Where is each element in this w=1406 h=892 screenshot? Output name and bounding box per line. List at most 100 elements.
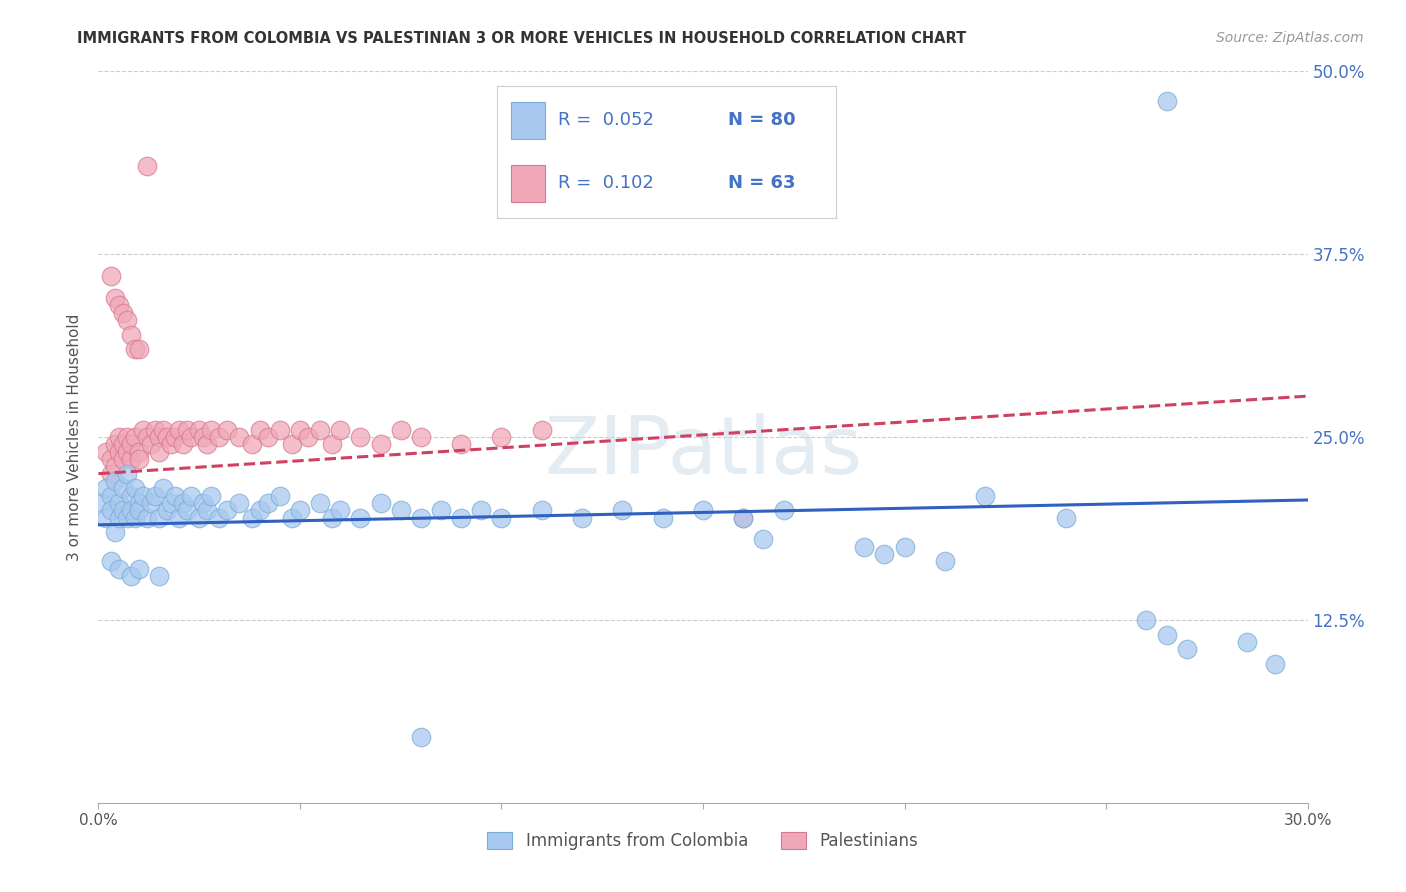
Point [1054,510,1077,524]
Point [100,452,122,467]
Point [1264,657,1286,671]
Point [370,496,392,510]
Point [195,437,218,451]
Point [120,327,142,342]
Point [163,489,186,503]
Point [530,503,553,517]
Point [470,503,492,517]
Point [450,510,472,524]
Point [100,467,122,481]
Point [128,444,150,458]
Point [139,437,162,451]
Point [115,313,138,327]
Legend: Immigrants from Colombia, Palestinians: Immigrants from Colombia, Palestinians [481,825,925,856]
Point [321,510,343,524]
Point [128,562,150,576]
Point [370,437,392,451]
Point [612,503,634,517]
Point [228,496,250,510]
Point [309,496,332,510]
Point [172,496,194,510]
Point [120,437,142,451]
Point [100,489,122,503]
Point [91,496,114,510]
Point [1135,613,1157,627]
Point [156,430,179,444]
Text: ZIPatlas: ZIPatlas [544,413,862,491]
Point [256,496,278,510]
Point [156,503,179,517]
Point [107,510,129,524]
Point [200,423,222,437]
Point [752,533,775,547]
Point [329,503,352,517]
Point [1236,635,1258,649]
Point [132,489,155,503]
Point [321,437,343,451]
Point [152,423,174,437]
Point [1156,94,1178,108]
Point [188,510,211,524]
Point [450,437,472,451]
Point [249,503,271,517]
Point [281,437,304,451]
Point [148,430,170,444]
Point [103,459,125,474]
Point [430,503,453,517]
Point [873,547,896,561]
Text: IMMIGRANTS FROM COLOMBIA VS PALESTINIAN 3 OR MORE VEHICLES IN HOUSEHOLD CORRELAT: IMMIGRANTS FROM COLOMBIA VS PALESTINIAN … [77,31,966,46]
Point [733,510,755,524]
Point [571,510,593,524]
Point [180,489,202,503]
Point [107,562,129,576]
Point [148,510,170,524]
Point [148,444,170,458]
Point [115,444,138,458]
Point [103,291,125,305]
Point [124,481,146,495]
Point [188,423,211,437]
Point [651,510,673,524]
Point [135,510,157,524]
Point [132,423,155,437]
Point [143,489,166,503]
Point [124,510,146,524]
Point [163,430,186,444]
Point [297,430,319,444]
Point [160,496,183,510]
Point [148,569,170,583]
Point [217,503,239,517]
Point [240,437,263,451]
Point [96,510,118,524]
Point [167,510,190,524]
Point [491,430,513,444]
Point [160,437,183,451]
Point [389,423,412,437]
Point [176,503,198,517]
Point [107,444,129,458]
Point [269,423,291,437]
Point [111,437,134,451]
Point [120,569,142,583]
Point [692,503,714,517]
Point [288,503,311,517]
Point [115,467,138,481]
Point [107,430,129,444]
Point [1175,642,1198,657]
Point [288,423,311,437]
Point [934,554,956,568]
Y-axis label: 3 or more Vehicles in Household: 3 or more Vehicles in Household [67,313,83,561]
Point [269,489,291,503]
Point [96,444,118,458]
Point [111,503,134,517]
Point [240,510,263,524]
Point [228,430,250,444]
Point [389,503,412,517]
Point [180,430,202,444]
Point [409,430,432,444]
Point [176,423,198,437]
Point [853,540,876,554]
Point [195,503,218,517]
Point [100,503,122,517]
Point [208,430,231,444]
